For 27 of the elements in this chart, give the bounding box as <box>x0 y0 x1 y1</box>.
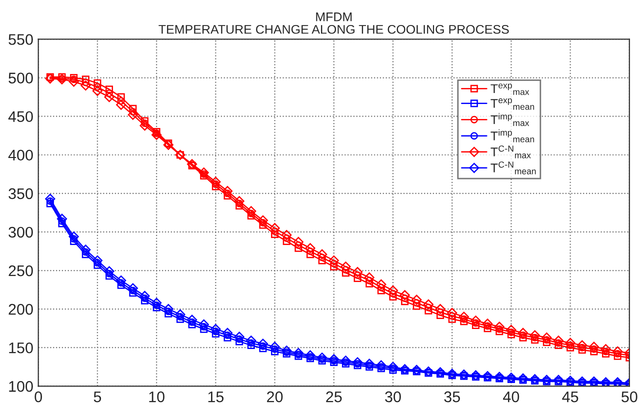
y-tick-label: 300 <box>8 226 33 238</box>
y-tick-label: 550 <box>8 34 33 45</box>
x-tick-label: 30 <box>385 391 401 402</box>
chart-subtitle: TEMPERATURE CHANGE ALONG THE COOLING PROCESS <box>158 24 509 34</box>
y-tick-label: 250 <box>8 265 33 276</box>
x-tick-label: 50 <box>622 391 638 402</box>
y-tick-label: 200 <box>8 304 33 315</box>
y-tick-label: 400 <box>8 150 33 161</box>
chart-title: MFDM <box>316 12 352 22</box>
x-tick-label: 40 <box>503 391 520 402</box>
legend-label: T$^{C-N}$$_{max}$ <box>490 146 531 158</box>
x-tick-label: 5 <box>94 392 102 402</box>
x-tick-label: 45 <box>562 392 578 402</box>
legend-label: T$^{exp}$$_{max}$ <box>490 84 530 96</box>
legend-label: T$^{C-N}$$_{mean}$ <box>490 162 536 174</box>
legend-label: T$^{imp}$$_{mean}$ <box>490 129 534 142</box>
x-tick-label: 20 <box>267 391 283 402</box>
y-tick-label: 350 <box>8 188 33 200</box>
x-tick-label: 35 <box>444 391 460 402</box>
y-tick-label: 450 <box>8 111 33 122</box>
x-tick-label: 25 <box>326 391 342 402</box>
y-tick-label: 500 <box>8 72 33 84</box>
x-tick-label: 0 <box>34 391 42 402</box>
y-tick-label: 100 <box>9 381 33 392</box>
y-tick-label: 150 <box>9 342 33 354</box>
x-tick-label: 10 <box>149 391 164 402</box>
x-tick-label: 15 <box>208 392 224 402</box>
